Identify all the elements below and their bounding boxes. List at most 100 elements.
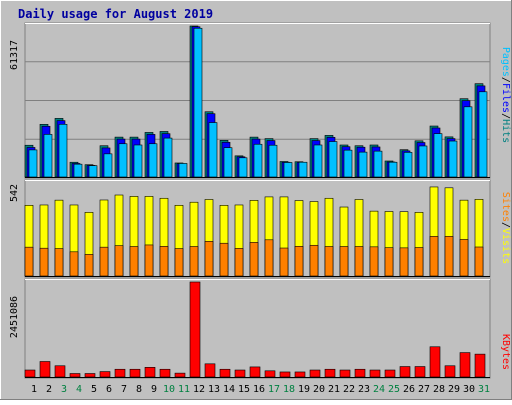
bar-kbytes-day-6 [99,371,111,378]
bar-kbytes-day-4 [69,373,81,378]
bar-pages-day-10 [163,137,173,178]
bar-pages-day-11 [178,163,188,178]
bar-sites-day-6 [99,246,109,277]
bar-pages-day-2 [43,134,53,178]
bar-sites-day-4 [69,251,79,277]
x-label-day-6: 6 [106,384,112,395]
bar-sites-day-14 [219,242,229,277]
bar-pages-day-15 [238,157,248,178]
bar-kbytes-day-12 [189,281,201,378]
x-label-day-12: 12 [193,384,205,395]
bar-sites-day-8 [129,246,139,277]
x-label-day-30: 30 [463,384,475,395]
bar-sites-day-16 [249,242,259,277]
bar-kbytes-day-30 [459,352,471,378]
bar-pages-day-5 [88,165,98,178]
y-max-label-panel-0: 61317 [9,40,20,70]
bar-sites-day-5 [84,254,94,277]
bar-kbytes-day-15 [234,369,246,378]
bar-pages-day-29 [448,140,458,178]
bar-pages-day-9 [148,143,158,178]
bar-kbytes-day-10 [159,368,171,378]
bar-sites-day-27 [414,247,424,277]
legend-files: Files [500,83,511,113]
bar-pages-day-14 [223,147,233,178]
bar-kbytes-day-31 [474,353,486,378]
bar-kbytes-day-8 [129,368,141,378]
legend-hits: Hits [500,119,511,143]
x-label-day-31: 31 [478,384,490,395]
x-label-day-10: 10 [163,384,175,395]
bar-pages-day-24 [373,150,383,178]
x-label-day-7: 7 [121,384,127,395]
bar-sites-day-11 [174,248,184,277]
bar-sites-day-24 [369,246,379,277]
bar-sites-day-21 [324,246,334,277]
bar-pages-day-17 [268,144,278,178]
legend-sites: Sites [500,192,511,222]
bar-pages-day-27 [418,145,428,178]
bar-kbytes-day-9 [144,367,156,378]
bar-kbytes-day-22 [339,369,351,378]
y-axis-labels: 61317 542 2451086 [9,40,20,338]
x-label-day-13: 13 [208,384,220,395]
x-label-day-16: 16 [253,384,265,395]
y-max-label-panel-2: 2451086 [9,296,20,338]
legend-separator: / [500,222,511,228]
legend-separator: / [500,77,511,83]
legend-panel-2: KBytes [500,334,511,370]
bar-pages-day-8 [133,144,143,178]
bar-sites-day-28 [429,236,439,277]
x-label-day-3: 3 [61,384,67,395]
x-label-day-8: 8 [136,384,142,395]
x-label-day-28: 28 [433,384,445,395]
bar-pages-day-28 [433,133,443,178]
bar-sites-day-3 [54,248,64,277]
x-label-day-11: 11 [178,384,190,395]
x-label-day-26: 26 [403,384,415,395]
bar-sites-day-9 [144,244,154,277]
bar-pages-day-25 [388,161,398,178]
bar-kbytes-day-14 [219,368,231,378]
bar-kbytes-day-28 [429,346,441,378]
bar-sites-day-10 [159,246,169,277]
x-label-day-20: 20 [313,384,325,395]
bar-kbytes-day-29 [444,365,456,378]
bar-pages-day-7 [118,143,128,178]
bar-sites-day-19 [294,246,304,277]
legend-kbytes: KBytes [500,334,511,370]
bar-pages-day-18 [283,162,293,178]
x-label-day-23: 23 [358,384,370,395]
bar-pages-day-22 [343,149,353,178]
bar-pages-day-4 [73,163,83,178]
bar-kbytes-day-21 [324,368,336,378]
bar-kbytes-day-25 [384,369,396,378]
x-label-day-24: 24 [373,384,385,395]
x-label-day-19: 19 [298,384,310,395]
bar-pages-day-30 [463,106,473,178]
bar-pages-day-12 [193,27,203,178]
bar-sites-day-29 [444,236,454,277]
bar-pages-day-31 [478,91,488,178]
bar-pages-day-26 [403,152,413,178]
bar-pages-day-20 [313,144,323,178]
x-label-day-17: 17 [268,384,280,395]
bar-kbytes-day-18 [279,371,291,378]
x-label-day-5: 5 [91,384,97,395]
bar-kbytes-day-19 [294,371,306,378]
bar-pages-day-3 [58,124,68,178]
bar-sites-day-26 [399,247,409,277]
x-label-day-27: 27 [418,384,430,395]
bar-kbytes-day-3 [54,365,66,378]
legend-panel-0: Pages/Files/Hits [500,47,511,143]
x-label-day-15: 15 [238,384,250,395]
bar-kbytes-day-26 [399,366,411,378]
bar-kbytes-day-23 [354,368,366,378]
bar-sites-day-7 [114,245,124,277]
chart-bars [24,25,488,378]
x-label-day-9: 9 [151,384,157,395]
bar-sites-day-30 [459,239,469,277]
